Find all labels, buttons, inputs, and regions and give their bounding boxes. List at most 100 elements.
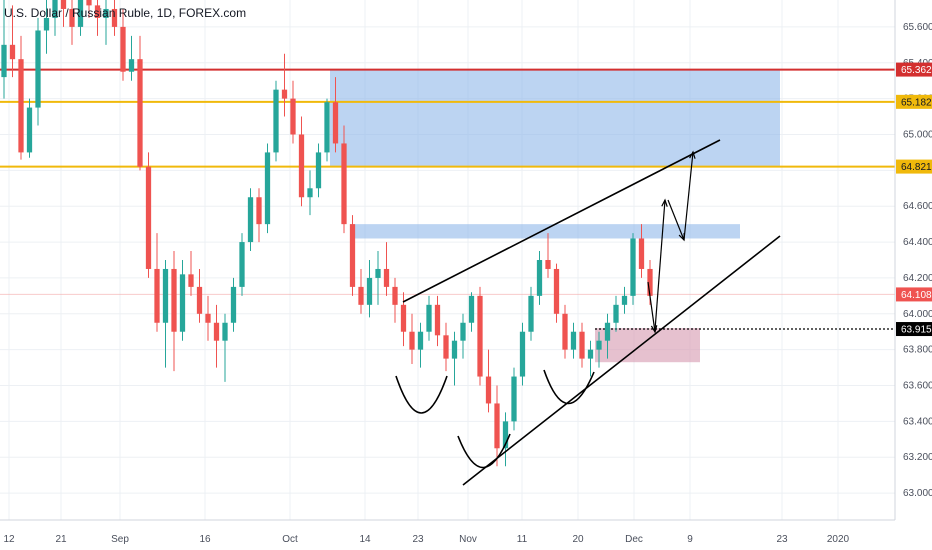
- candle-body[interactable]: [621, 295, 628, 305]
- candle-body[interactable]: [205, 313, 211, 323]
- candle-body[interactable]: [18, 59, 24, 153]
- candle-body[interactable]: [290, 98, 296, 135]
- candle-body[interactable]: [256, 197, 262, 225]
- candle-body[interactable]: [298, 134, 305, 198]
- price-tag-label: 64.108: [901, 290, 932, 301]
- candle-body[interactable]: [349, 224, 356, 287]
- candle-body[interactable]: [120, 26, 126, 72]
- candle-body[interactable]: [281, 89, 288, 99]
- candle-body[interactable]: [247, 197, 254, 243]
- candle-body[interactable]: [77, 0, 84, 27]
- candle-body[interactable]: [553, 268, 560, 314]
- candle-body[interactable]: [519, 331, 526, 377]
- candle-body[interactable]: [477, 295, 483, 377]
- candle-body[interactable]: [579, 331, 585, 359]
- candle-body[interactable]: [230, 286, 237, 323]
- arrow-up-2-head: [689, 150, 696, 159]
- candle-body[interactable]: [35, 30, 41, 108]
- candle-body[interactable]: [638, 238, 645, 269]
- candle-body[interactable]: [264, 152, 271, 225]
- price-tag-label: 63.915: [901, 325, 932, 336]
- candle-body[interactable]: [26, 107, 33, 153]
- candle-body[interactable]: [213, 322, 220, 341]
- candle-body[interactable]: [502, 421, 509, 449]
- candle-body[interactable]: [596, 340, 602, 350]
- candle-body[interactable]: [145, 166, 152, 269]
- candle-body[interactable]: [332, 102, 339, 144]
- candle-body[interactable]: [494, 403, 500, 449]
- price-tick-label: 64.600: [903, 201, 932, 212]
- candle-body[interactable]: [366, 277, 373, 305]
- candle-body[interactable]: [536, 260, 543, 296]
- time-tick-label: Oct: [282, 534, 298, 545]
- candle-body[interactable]: [9, 44, 16, 60]
- candle-body[interactable]: [375, 268, 381, 278]
- candle-body[interactable]: [188, 274, 194, 287]
- candle-body[interactable]: [324, 102, 330, 153]
- lower-trendline[interactable]: [462, 235, 781, 486]
- candle-body[interactable]: [103, 8, 109, 18]
- time-tick-label: 16: [199, 534, 211, 545]
- arrow-down-1-head: [650, 325, 658, 334]
- candle-body[interactable]: [1, 44, 7, 78]
- candle-body[interactable]: [69, 8, 75, 27]
- right-shoulder-arc: [543, 369, 595, 405]
- candle-body[interactable]: [43, 17, 50, 31]
- candle-body[interactable]: [468, 295, 475, 323]
- candle-body[interactable]: [154, 268, 160, 323]
- candle-body[interactable]: [443, 335, 449, 359]
- price-tick-label: 64.000: [903, 309, 932, 320]
- candle-body[interactable]: [409, 331, 415, 350]
- candle-body[interactable]: [307, 188, 313, 198]
- candle-body[interactable]: [179, 274, 186, 332]
- candle-body[interactable]: [341, 143, 347, 225]
- candle-body[interactable]: [562, 313, 568, 350]
- candle-body[interactable]: [434, 304, 441, 336]
- candle-body[interactable]: [358, 286, 364, 305]
- candle-body[interactable]: [647, 268, 653, 296]
- candle-body[interactable]: [613, 304, 619, 323]
- candle-body[interactable]: [52, 0, 58, 18]
- resistance-zone-upper: [330, 69, 780, 167]
- candle-body[interactable]: [511, 376, 517, 422]
- chart-title: U.S. Dollar / Russian Ruble, 1D, FOREX.c…: [4, 6, 247, 20]
- candle-body[interactable]: [273, 89, 279, 153]
- candle-body[interactable]: [137, 59, 143, 167]
- candle-body[interactable]: [630, 238, 636, 296]
- time-tick-label: 14: [359, 534, 371, 545]
- candle-body[interactable]: [128, 59, 135, 72]
- candle-body[interactable]: [60, 0, 67, 9]
- candle-body[interactable]: [528, 295, 534, 332]
- candle-body[interactable]: [94, 5, 101, 18]
- price-tick-label: 63.800: [903, 345, 932, 356]
- candle-body[interactable]: [545, 260, 551, 269]
- candle-body[interactable]: [400, 304, 407, 332]
- time-tick-label: 9: [687, 534, 693, 545]
- resistance-zone-middle: [350, 224, 740, 239]
- candle-body[interactable]: [485, 376, 492, 404]
- candle-body[interactable]: [451, 340, 458, 359]
- candle-body[interactable]: [162, 268, 169, 323]
- candle-body[interactable]: [426, 304, 432, 332]
- candle-body[interactable]: [86, 0, 92, 6]
- candle-body[interactable]: [111, 8, 118, 27]
- candle-body[interactable]: [239, 242, 245, 287]
- left-shoulder-arc: [395, 375, 448, 414]
- time-tick-label: 2020: [827, 534, 850, 545]
- candle-body[interactable]: [460, 322, 466, 341]
- candle-body[interactable]: [222, 322, 228, 341]
- candle-body[interactable]: [570, 331, 577, 350]
- candle-body[interactable]: [196, 286, 203, 314]
- upper-trendline[interactable]: [402, 139, 721, 303]
- candle-body[interactable]: [315, 152, 322, 189]
- candle-body[interactable]: [383, 268, 390, 287]
- candle-body[interactable]: [392, 286, 398, 305]
- candle-body[interactable]: [604, 322, 611, 341]
- candle-body[interactable]: [417, 331, 424, 350]
- candle-body[interactable]: [587, 349, 594, 359]
- candle-body[interactable]: [171, 268, 177, 332]
- time-tick-label: Nov: [459, 534, 477, 545]
- price-tag-64.108: [896, 287, 932, 302]
- arrow-up-1-head: [661, 198, 668, 207]
